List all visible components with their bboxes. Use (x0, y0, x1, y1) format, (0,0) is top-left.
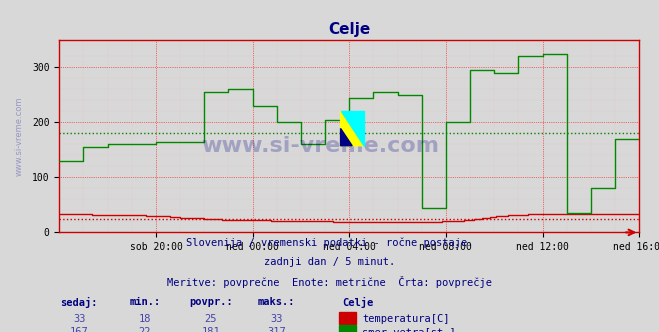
Text: zadnji dan / 5 minut.: zadnji dan / 5 minut. (264, 257, 395, 267)
FancyBboxPatch shape (339, 312, 356, 324)
Text: 22: 22 (139, 327, 151, 332)
Text: Slovenija / vremenski podatki - ročne postaje.: Slovenija / vremenski podatki - ročne po… (186, 237, 473, 248)
Text: 181: 181 (202, 327, 220, 332)
Polygon shape (341, 111, 364, 146)
Text: smer vetra[st.]: smer vetra[st.] (362, 327, 456, 332)
Polygon shape (341, 111, 364, 146)
Text: www.si-vreme.com: www.si-vreme.com (201, 136, 440, 156)
Text: 25: 25 (205, 314, 217, 324)
Text: povpr.:: povpr.: (189, 297, 233, 307)
Text: www.si-vreme.com: www.si-vreme.com (14, 96, 23, 176)
Title: Celje: Celje (328, 22, 370, 37)
FancyBboxPatch shape (339, 325, 356, 332)
Text: 33: 33 (73, 314, 85, 324)
Text: 18: 18 (139, 314, 151, 324)
Polygon shape (341, 128, 352, 146)
Text: 317: 317 (268, 327, 286, 332)
Text: 167: 167 (70, 327, 88, 332)
Text: Meritve: povprečne  Enote: metrične  Črta: povprečje: Meritve: povprečne Enote: metrične Črta:… (167, 276, 492, 288)
Text: 33: 33 (271, 314, 283, 324)
Text: Celje: Celje (343, 297, 374, 308)
Text: sedaj:: sedaj: (61, 297, 98, 308)
Text: maks.:: maks.: (258, 297, 295, 307)
Text: min.:: min.: (129, 297, 161, 307)
Text: temperatura[C]: temperatura[C] (362, 314, 450, 324)
